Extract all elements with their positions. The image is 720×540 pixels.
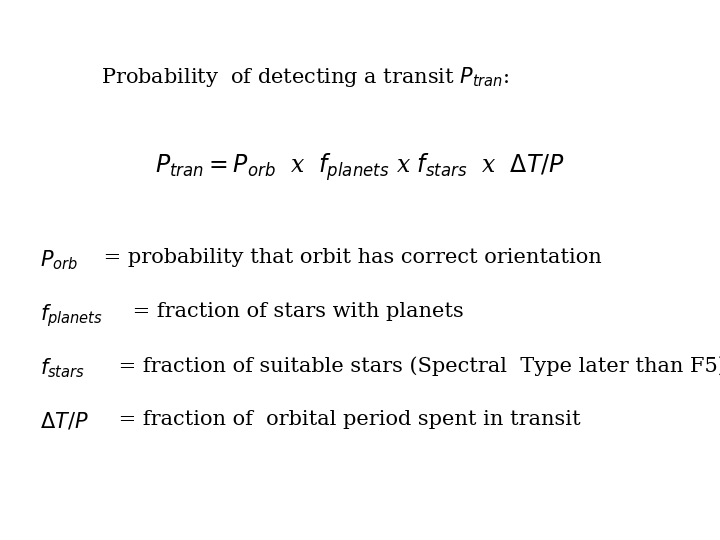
Text: = fraction of  orbital period spent in transit: = fraction of orbital period spent in tr… <box>112 410 580 429</box>
Text: $P_{tran} = P_{orb}$  x  $f_{planets}$ x $f_{stars}$  x  $\Delta T/P$: $P_{tran} = P_{orb}$ x $f_{planets}$ x $… <box>155 151 565 183</box>
Text: = fraction of stars with planets: = fraction of stars with planets <box>126 302 464 321</box>
Text: $f_{planets}$: $f_{planets}$ <box>40 302 102 329</box>
Text: $f_{stars}$: $f_{stars}$ <box>40 356 84 380</box>
Text: = fraction of suitable stars (Spectral  Type later than F5): = fraction of suitable stars (Spectral T… <box>112 356 720 376</box>
Text: $P_{orb}$: $P_{orb}$ <box>40 248 78 272</box>
Text: $\Delta T/P$: $\Delta T/P$ <box>40 410 89 431</box>
Text: = probability that orbit has correct orientation: = probability that orbit has correct ori… <box>97 248 602 267</box>
Text: Probability  of detecting a transit $P_{tran}$:: Probability of detecting a transit $P_{t… <box>101 65 510 89</box>
